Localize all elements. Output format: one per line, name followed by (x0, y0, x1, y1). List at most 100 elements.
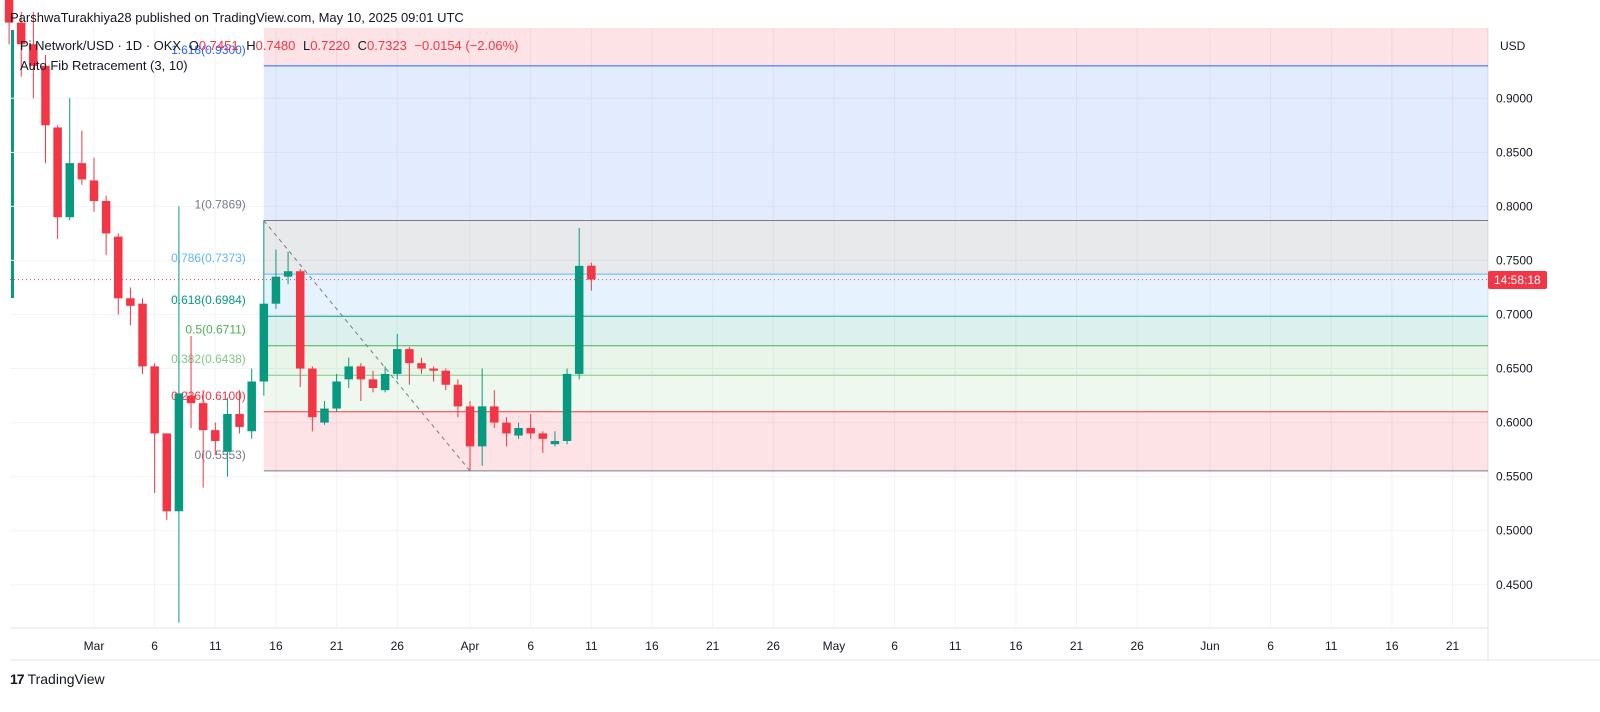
candle[interactable] (283, 251, 293, 285)
candle[interactable] (259, 220, 269, 396)
legend-ohlc[interactable]: Pi Network/USD · 1D · OKX O0.7451 H0.748… (20, 38, 523, 53)
candle[interactable] (247, 368, 256, 439)
candle[interactable] (89, 157, 99, 212)
candle[interactable] (114, 233, 123, 315)
x-tick-label: 11 (949, 639, 962, 653)
candle-body (247, 381, 256, 432)
x-tick-label: Apr (461, 639, 480, 653)
candle[interactable] (77, 130, 87, 185)
candle-body (150, 366, 159, 434)
open-label: O (188, 38, 199, 53)
candle[interactable] (526, 413, 535, 439)
candle[interactable] (0, 0, 1, 142)
candle-body (344, 366, 353, 380)
candle[interactable] (4, 0, 14, 45)
candle[interactable] (186, 336, 196, 428)
candle[interactable] (235, 390, 244, 434)
candle[interactable] (223, 397, 232, 477)
candle[interactable] (41, 55, 50, 164)
fib-levels (263, 65, 1488, 472)
legend-indicator[interactable]: Auto Fib Retracement (3, 10) (20, 58, 188, 73)
candle[interactable] (65, 98, 74, 221)
currency-label[interactable]: USD (1500, 39, 1526, 53)
candle[interactable] (138, 298, 147, 374)
candle-body (235, 413, 244, 427)
candle[interactable] (393, 333, 402, 380)
candle-body (465, 406, 475, 447)
candle[interactable] (417, 357, 426, 374)
y-tick-label: 0.6500 (1496, 362, 1533, 376)
candle[interactable] (514, 422, 523, 439)
candle[interactable] (477, 368, 487, 466)
fib-trendline (263, 220, 471, 472)
candle[interactable] (344, 357, 353, 388)
candle-body (283, 271, 293, 277)
candle[interactable] (562, 368, 572, 445)
candle[interactable] (405, 346, 414, 385)
candle[interactable] (271, 249, 281, 310)
candle[interactable] (490, 390, 499, 428)
candle[interactable] (332, 373, 341, 412)
candle[interactable] (502, 417, 511, 447)
y-tick-label: 0.7500 (1496, 253, 1533, 267)
candle-body (356, 366, 366, 380)
candle[interactable] (441, 368, 451, 391)
candle[interactable] (380, 366, 390, 393)
candle[interactable] (587, 262, 596, 291)
candle[interactable] (356, 363, 366, 401)
fib-label: 0(0.5553) (194, 448, 245, 462)
x-tick-label: 21 (330, 639, 344, 653)
candle[interactable] (308, 366, 317, 432)
fib-zone (263, 65, 1488, 221)
x-tick-label: Mar (84, 639, 105, 653)
low-value: 0.7220 (310, 38, 351, 53)
candle[interactable] (29, 11, 38, 99)
candle[interactable] (211, 422, 220, 456)
tradingview-brand[interactable]: 17 TradingView (10, 671, 105, 687)
x-tick-label: 16 (1009, 639, 1023, 653)
candle[interactable] (150, 363, 159, 493)
candle[interactable] (101, 195, 111, 256)
x-tick-label: 16 (645, 639, 659, 653)
candle[interactable] (550, 431, 560, 447)
candle-body (490, 406, 499, 423)
candle[interactable] (174, 206, 184, 623)
legend-symbol[interactable]: Pi Network/USD · 1D · OKX (20, 38, 182, 53)
legend-change: −0.0154 (−2.06%) (414, 38, 519, 53)
candle[interactable] (198, 390, 208, 488)
x-tick-label: 21 (1070, 639, 1084, 653)
candles (0, 0, 596, 623)
candle[interactable] (538, 431, 548, 453)
fib-label: 1(0.7869) (194, 198, 245, 212)
candle[interactable] (574, 228, 584, 380)
candle-body (211, 430, 220, 441)
y-tick-label: 0.9000 (1496, 91, 1533, 105)
x-tick-label: 11 (209, 639, 222, 653)
y-tick-label: 0.4500 (1496, 578, 1533, 592)
candle-body (295, 271, 305, 369)
candle[interactable] (465, 400, 475, 471)
candle[interactable] (295, 269, 305, 387)
candle[interactable] (368, 370, 378, 393)
candle[interactable] (53, 125, 62, 239)
low-label: L (303, 38, 311, 53)
close-value: 0.7323 (367, 38, 407, 53)
candle-body (477, 406, 487, 447)
x-tick-label: 21 (1446, 639, 1460, 653)
candle[interactable] (16, 11, 26, 77)
candle-body (77, 163, 87, 180)
candle-body (186, 395, 196, 404)
candle[interactable] (126, 287, 135, 326)
y-tick-label: 0.8500 (1496, 145, 1533, 159)
fib-trendline (263, 220, 471, 472)
candle-body (4, 0, 14, 23)
fib-zone (263, 28, 1488, 66)
candle[interactable] (162, 433, 172, 520)
x-tick-label: 26 (1131, 639, 1145, 653)
candle[interactable] (429, 366, 438, 382)
x-tick-label: 6 (527, 639, 534, 653)
candle[interactable] (320, 400, 329, 425)
candle[interactable] (453, 379, 463, 418)
x-tick-label: 16 (1385, 639, 1399, 653)
